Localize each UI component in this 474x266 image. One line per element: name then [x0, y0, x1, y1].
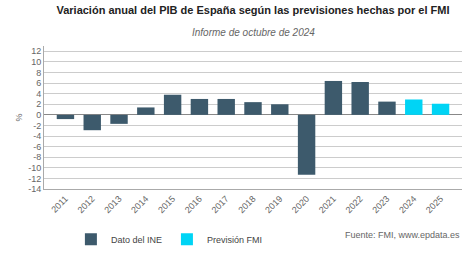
- svg-text:Fuente: FMI, www.epdata.es: Fuente: FMI, www.epdata.es: [345, 230, 460, 240]
- svg-text:Variación anual del PIB de Esp: Variación anual del PIB de España según …: [56, 4, 449, 16]
- svg-text:2020: 2020: [290, 194, 311, 215]
- svg-text:-8: -8: [33, 152, 41, 162]
- svg-text:2012: 2012: [76, 194, 97, 215]
- svg-text:2013: 2013: [102, 194, 123, 215]
- svg-text:Dato del INE: Dato del INE: [111, 235, 162, 245]
- svg-text:-4: -4: [33, 131, 41, 141]
- svg-text:2: 2: [36, 99, 41, 109]
- svg-text:2018: 2018: [236, 194, 257, 215]
- svg-text:8: 8: [36, 68, 41, 78]
- svg-text:2019: 2019: [263, 194, 284, 215]
- svg-text:12: 12: [31, 46, 41, 56]
- svg-text:2017: 2017: [210, 194, 231, 215]
- svg-text:2023: 2023: [370, 194, 391, 215]
- svg-text:-14: -14: [28, 184, 41, 194]
- svg-text:2024: 2024: [397, 194, 418, 215]
- svg-text:2022: 2022: [344, 194, 365, 215]
- svg-text:-6: -6: [33, 142, 41, 152]
- svg-text:Previsión FMI: Previsión FMI: [207, 235, 262, 245]
- svg-text:10: 10: [31, 57, 41, 67]
- svg-text:2015: 2015: [156, 194, 177, 215]
- svg-text:2014: 2014: [129, 194, 150, 215]
- svg-text:6: 6: [36, 78, 41, 88]
- svg-text:Informe de octubre de 2024: Informe de octubre de 2024: [192, 27, 315, 38]
- svg-text:-2: -2: [33, 121, 41, 131]
- svg-text:-12: -12: [28, 174, 41, 184]
- svg-text:0: 0: [36, 110, 41, 120]
- svg-text:%: %: [14, 113, 24, 121]
- svg-text:4: 4: [36, 89, 41, 99]
- svg-text:2016: 2016: [183, 194, 204, 215]
- svg-text:2021: 2021: [317, 194, 338, 215]
- svg-text:-10: -10: [28, 163, 41, 173]
- svg-text:2025: 2025: [424, 194, 445, 215]
- svg-text:2011: 2011: [49, 194, 70, 215]
